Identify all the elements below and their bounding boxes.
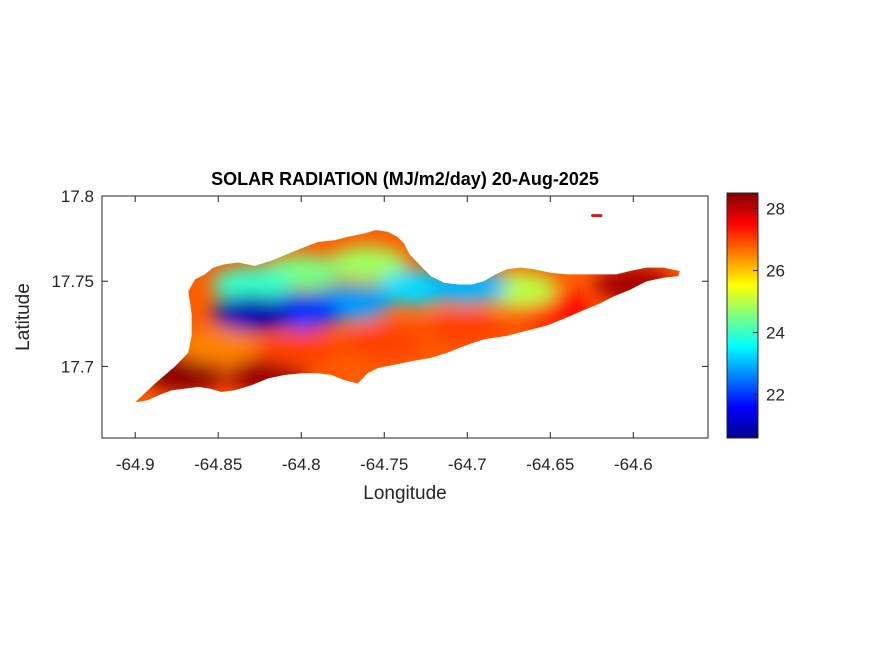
field-sample (261, 331, 342, 368)
colorbar-tick-label: 22 (766, 386, 785, 405)
colorbar-ticks: 28 26 24 22 (753, 200, 785, 405)
field-sample (178, 328, 259, 364)
field-sample (344, 324, 425, 361)
field-sample (211, 266, 292, 303)
y-axis-label: Latitude (13, 283, 34, 351)
y-tick-label: 17.8 (61, 187, 94, 206)
colorbar-tick-label: 26 (766, 262, 785, 281)
x-tick-label: -64.85 (194, 455, 242, 474)
y-tick-label: 17.75 (51, 272, 94, 291)
y-axis: 17.8 17.75 17.7 (51, 187, 708, 376)
x-axis-label: Longitude (363, 483, 446, 504)
colorbar-tick-label: 28 (766, 200, 785, 219)
field-sample (427, 310, 508, 347)
colorbar-bar (726, 192, 759, 439)
x-tick-label: -64.9 (116, 455, 155, 474)
y-tick-label: 17.7 (61, 357, 94, 376)
x-axis: -64.9 -64.85 -64.8 -64.75 -64.7 -64.65 -64.6 (116, 196, 653, 474)
chart-title: SOLAR RADIATION (MJ/m2/day) 20-Aug-2025 (211, 169, 599, 189)
colorbar: 28 26 24 22 (726, 192, 785, 439)
field-sample (327, 246, 408, 283)
x-tick-label: -64.8 (282, 455, 321, 474)
field-sample (211, 295, 292, 332)
colorbar-tick-label: 24 (766, 324, 785, 343)
x-tick-label: -64.6 (614, 455, 653, 474)
x-tick-label: -64.65 (526, 455, 574, 474)
x-tick-label: -64.75 (360, 455, 408, 474)
x-tick-label: -64.7 (448, 455, 487, 474)
field-blobs (145, 246, 674, 395)
